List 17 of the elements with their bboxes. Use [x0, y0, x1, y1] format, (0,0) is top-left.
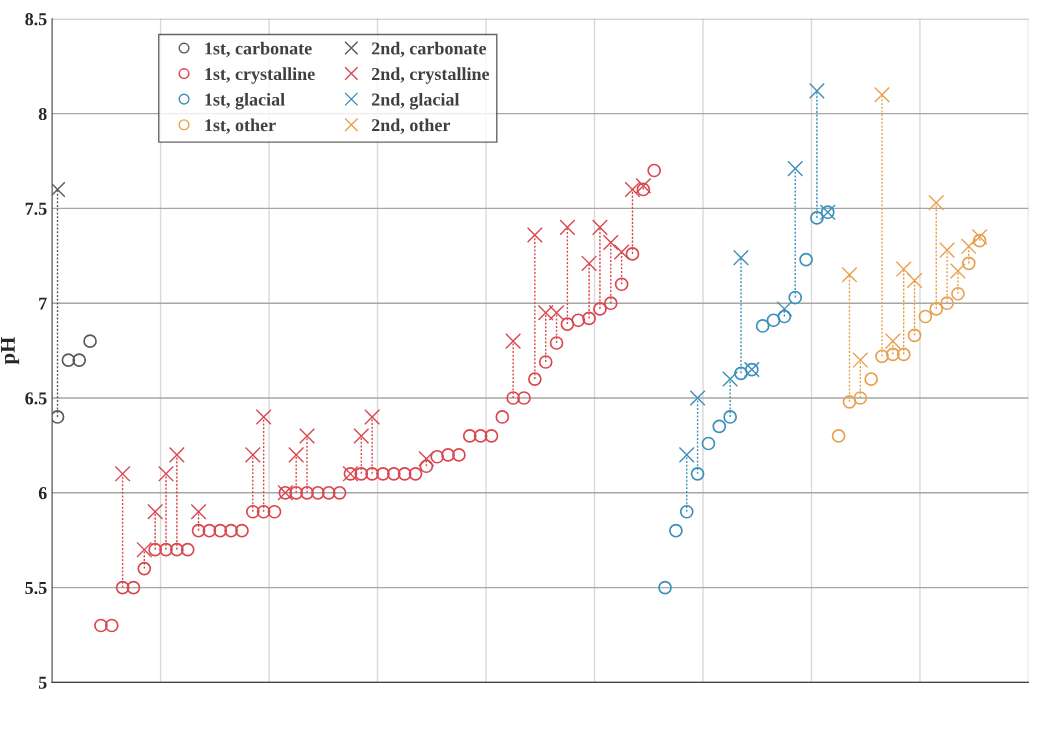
legend-label: 1st, crystalline [205, 67, 315, 84]
legend-label: 1st, other [205, 118, 276, 134]
y-tick-label: 7.5 [25, 202, 47, 215]
y-tick-label: 8.5 [25, 13, 47, 26]
y-tick-label: 6 [38, 487, 47, 500]
legend-label: 2nd, glacial [371, 92, 460, 110]
legend-label: 2nd, other [371, 118, 451, 134]
legend-label: 1st, glacial [205, 92, 285, 110]
y-tick-label: 5 [38, 676, 47, 689]
legend-label: 2nd, crystalline [371, 67, 490, 84]
y-axis-title: pH [1, 337, 20, 365]
legend-label: 1st, carbonate [205, 41, 312, 58]
y-tick-label: 5.5 [25, 582, 47, 595]
y-tick-label: 6.5 [25, 392, 47, 405]
y-tick-label: 8 [38, 107, 47, 121]
legend-label: 2nd, carbonate [371, 41, 487, 58]
y-tick-label: 7 [39, 297, 47, 310]
